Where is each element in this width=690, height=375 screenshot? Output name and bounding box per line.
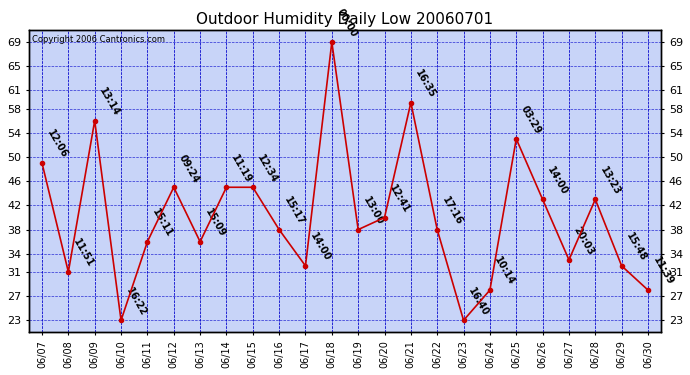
Text: 11:51: 11:51 <box>71 237 95 269</box>
Text: 15:09: 15:09 <box>203 207 227 239</box>
Text: 11:19: 11:19 <box>229 153 253 184</box>
Text: 15:48: 15:48 <box>624 231 649 263</box>
Text: 17:16: 17:16 <box>440 195 464 227</box>
Text: 10:14: 10:14 <box>493 255 517 287</box>
Text: 11:39: 11:39 <box>651 255 675 287</box>
Text: 16:40: 16:40 <box>466 286 491 318</box>
Text: 00:00: 00:00 <box>335 8 359 39</box>
Text: 13:14: 13:14 <box>97 86 121 118</box>
Text: 14:00: 14:00 <box>545 165 569 196</box>
Text: 13:23: 13:23 <box>598 165 622 196</box>
Text: 16:22: 16:22 <box>124 286 148 318</box>
Text: 09:24: 09:24 <box>177 153 201 184</box>
Text: 15:11: 15:11 <box>150 207 175 239</box>
Text: 15:17: 15:17 <box>282 195 306 227</box>
Text: 16:35: 16:35 <box>413 68 438 100</box>
Text: 13:00: 13:00 <box>361 195 385 227</box>
Text: 14:00: 14:00 <box>308 231 333 263</box>
Text: 12:34: 12:34 <box>255 153 279 184</box>
Text: Copyright 2006 Cantronics.com: Copyright 2006 Cantronics.com <box>32 34 165 44</box>
Text: 12:41: 12:41 <box>387 183 411 215</box>
Text: 03:29: 03:29 <box>519 104 543 136</box>
Title: Outdoor Humidity Daily Low 20060701: Outdoor Humidity Daily Low 20060701 <box>197 12 493 27</box>
Text: 12:06: 12:06 <box>45 129 69 160</box>
Text: 20:03: 20:03 <box>572 225 596 257</box>
